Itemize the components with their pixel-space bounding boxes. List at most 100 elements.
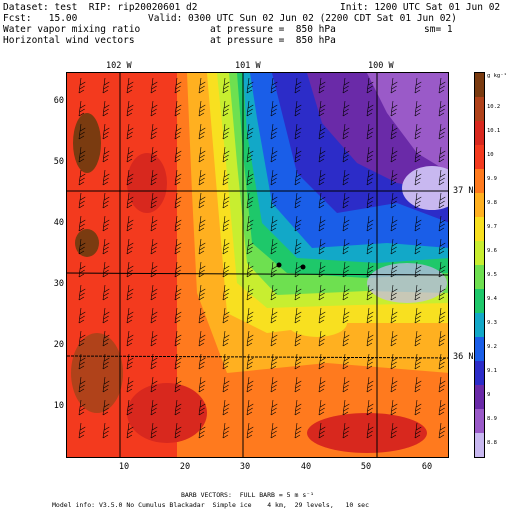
wind-barb-icon xyxy=(414,169,422,186)
wind-barb-icon xyxy=(342,77,350,94)
wind-barb-icon xyxy=(414,215,422,232)
wind-barb-icon xyxy=(150,215,158,232)
wind-barb-icon xyxy=(366,146,374,163)
wind-barb-icon xyxy=(246,330,254,347)
wind-barb-icon xyxy=(414,261,422,278)
wind-barb-icon xyxy=(366,422,374,439)
wind-barb-icon xyxy=(294,77,302,94)
wind-barb-icon xyxy=(366,77,374,94)
wind-barb-icon xyxy=(438,261,446,278)
colorbar-segment xyxy=(475,169,484,193)
wind-barb-icon xyxy=(246,422,254,439)
wind-barb-icon xyxy=(198,330,206,347)
wind-barb-icon xyxy=(174,238,182,255)
wind-barb-icon xyxy=(414,307,422,324)
wind-barb-icon xyxy=(294,100,302,117)
wind-barb-icon xyxy=(366,307,374,324)
wind-barb-icon xyxy=(102,307,110,324)
colorbar-label: 9.2 xyxy=(487,344,497,350)
wind-barb-icon xyxy=(102,146,110,163)
wind-barb-icon xyxy=(126,238,134,255)
wind-barb-icon xyxy=(126,399,134,416)
wind-barb-icon xyxy=(102,77,110,94)
wind-barb-icon xyxy=(174,77,182,94)
wind-barb-icon xyxy=(366,100,374,117)
wind-barb-icon xyxy=(126,169,134,186)
wind-barb-icon xyxy=(438,146,446,163)
wind-barb-icon xyxy=(294,192,302,209)
wind-barb-icon xyxy=(126,77,134,94)
wind-barb-icon xyxy=(342,146,350,163)
colorbar-label: 9.7 xyxy=(487,224,497,230)
wind-barb-icon xyxy=(246,261,254,278)
colorbar-label: 9.8 xyxy=(487,200,497,206)
wind-barb-icon xyxy=(102,192,110,209)
wind-barb-icon xyxy=(78,261,86,278)
wind-barb-icon xyxy=(150,376,158,393)
wind-barb-icon xyxy=(318,100,326,117)
wind-barb-icon xyxy=(222,146,230,163)
wind-barb-icon xyxy=(246,238,254,255)
lat-label-37n: 37 N xyxy=(453,186,474,196)
colorbar-label: 8.8 xyxy=(487,440,497,446)
wind-barb-icon xyxy=(78,215,86,232)
wind-barb-icon xyxy=(126,307,134,324)
wind-barb-icon xyxy=(270,353,278,370)
colorbar-label: 10 xyxy=(487,152,494,158)
wind-barb-icon xyxy=(318,215,326,232)
wind-barb-icon xyxy=(222,330,230,347)
colorbar-segment xyxy=(475,361,484,385)
wind-barb-icon xyxy=(150,261,158,278)
wind-barb-icon xyxy=(198,169,206,186)
colorbar-unit: g kg⁻¹ xyxy=(487,73,507,79)
lon-label-102: 102 W xyxy=(106,61,132,71)
wind-barb-icon xyxy=(342,422,350,439)
wind-barb-icon xyxy=(270,376,278,393)
wind-barb-icon xyxy=(246,123,254,140)
wind-barb-icon xyxy=(246,399,254,416)
wind-barb-icon xyxy=(414,284,422,301)
wind-barb-icon xyxy=(222,238,230,255)
wind-barb-icon xyxy=(174,123,182,140)
wind-barb-icon xyxy=(318,238,326,255)
colorbar-segment xyxy=(475,337,484,361)
moisture-field xyxy=(67,73,448,457)
wind-barb-icon xyxy=(390,284,398,301)
wind-barb-icon xyxy=(390,238,398,255)
wind-barb-icon xyxy=(174,284,182,301)
wind-barb-icon xyxy=(342,192,350,209)
wind-barb-icon xyxy=(270,215,278,232)
wind-barb-icon xyxy=(438,123,446,140)
colorbar-label: 9.4 xyxy=(487,296,497,302)
colorbar-label: 9.3 xyxy=(487,320,497,326)
lon-label-101: 101 W xyxy=(235,61,261,71)
wind-barb-icon xyxy=(150,399,158,416)
wind-barb-icon xyxy=(366,353,374,370)
wind-barb-icon xyxy=(150,169,158,186)
wind-barb-icon xyxy=(198,307,206,324)
wind-barb-icon xyxy=(366,215,374,232)
wind-barb-icon xyxy=(294,261,302,278)
wind-barb-icon xyxy=(198,123,206,140)
wind-barb-icon xyxy=(342,123,350,140)
wind-barb-icon xyxy=(438,192,446,209)
x-tick: 40 xyxy=(300,462,312,472)
wind-barb-icon xyxy=(366,284,374,301)
wind-barb-icon xyxy=(318,422,326,439)
wind-barb-icon xyxy=(126,284,134,301)
wind-barb-icon xyxy=(222,169,230,186)
wind-barb-icon xyxy=(414,192,422,209)
wind-barb-icon xyxy=(318,146,326,163)
wind-barb-icon xyxy=(246,353,254,370)
init-time: Init: 1200 UTC Sat 01 Jun 02 xyxy=(340,2,501,13)
wind-barb-icon xyxy=(366,376,374,393)
colorbar-segment xyxy=(475,265,484,289)
wind-barb-icon xyxy=(294,330,302,347)
wind-barb-icon xyxy=(198,100,206,117)
wind-barb-icon xyxy=(318,307,326,324)
wind-barb-icon xyxy=(342,238,350,255)
wind-barb-icon xyxy=(78,100,86,117)
wind-barb-icon xyxy=(294,146,302,163)
wind-barb-icon xyxy=(318,399,326,416)
wind-barb-icon xyxy=(126,215,134,232)
